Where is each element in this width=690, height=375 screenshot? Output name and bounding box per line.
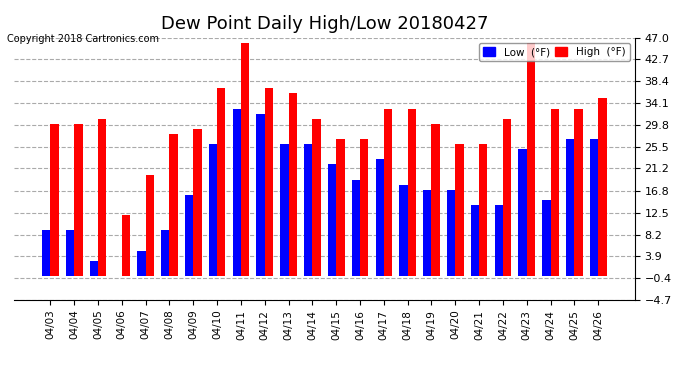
Bar — [526, 43, 535, 276]
Bar — [408, 109, 416, 276]
Bar — [471, 205, 479, 276]
Bar — [518, 149, 526, 276]
Bar — [360, 139, 368, 276]
Bar — [90, 261, 98, 276]
Bar — [328, 164, 336, 276]
Bar — [574, 109, 583, 276]
Bar — [304, 144, 313, 276]
Bar — [122, 215, 130, 276]
Bar — [98, 119, 106, 276]
Bar — [241, 43, 249, 276]
Bar — [280, 144, 288, 276]
Bar — [431, 124, 440, 276]
Bar — [42, 231, 50, 276]
Bar — [288, 93, 297, 276]
Bar — [161, 231, 170, 276]
Bar — [551, 109, 559, 276]
Bar — [598, 98, 607, 276]
Bar — [455, 144, 464, 276]
Bar — [66, 231, 75, 276]
Bar — [336, 139, 344, 276]
Bar — [384, 109, 392, 276]
Bar — [217, 88, 226, 276]
Bar — [479, 144, 487, 276]
Bar — [566, 139, 574, 276]
Bar — [209, 144, 217, 276]
Text: Copyright 2018 Cartronics.com: Copyright 2018 Cartronics.com — [7, 34, 159, 44]
Legend: Low  (°F), High  (°F): Low (°F), High (°F) — [479, 43, 629, 61]
Bar — [265, 88, 273, 276]
Bar — [400, 185, 408, 276]
Bar — [193, 129, 201, 276]
Bar — [233, 109, 241, 276]
Bar — [503, 119, 511, 276]
Bar — [313, 119, 321, 276]
Bar — [50, 124, 59, 276]
Bar — [447, 190, 455, 276]
Bar — [146, 175, 154, 276]
Bar — [137, 251, 146, 276]
Bar — [423, 190, 431, 276]
Bar — [170, 134, 178, 276]
Bar — [352, 180, 360, 276]
Bar — [185, 195, 193, 276]
Bar — [375, 159, 384, 276]
Bar — [590, 139, 598, 276]
Bar — [542, 200, 551, 276]
Title: Dew Point Daily High/Low 20180427: Dew Point Daily High/Low 20180427 — [161, 15, 488, 33]
Bar — [257, 114, 265, 276]
Bar — [75, 124, 83, 276]
Bar — [495, 205, 503, 276]
